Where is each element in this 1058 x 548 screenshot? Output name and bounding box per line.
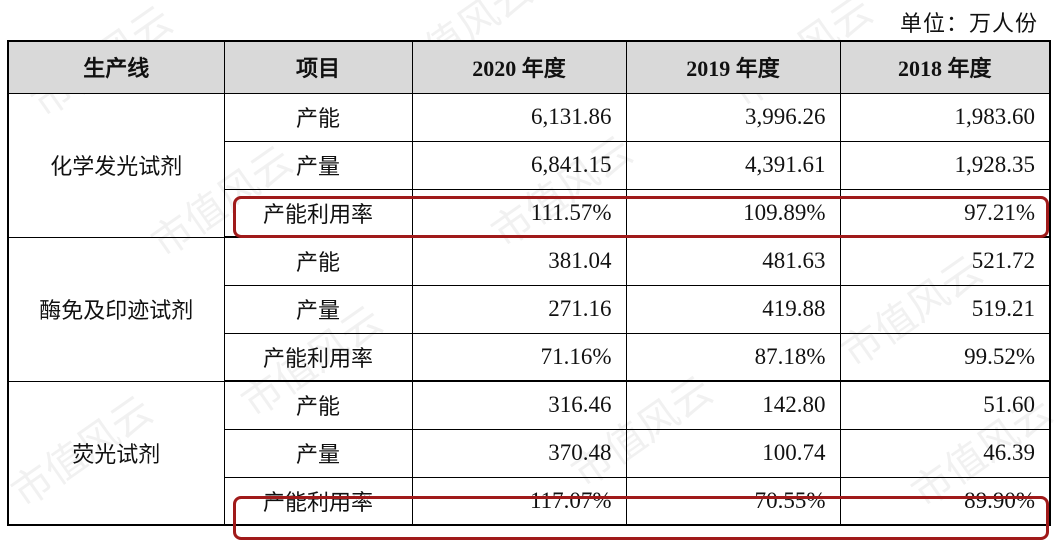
table-row: 产量 370.48 100.74 46.39	[8, 428, 1051, 478]
value-2018: 521.72	[839, 236, 1051, 286]
header-2018: 2018 年度	[839, 40, 1051, 94]
item-name: 产量	[223, 284, 413, 334]
value-2020: 370.48	[411, 428, 627, 478]
item-name: 产量	[223, 428, 413, 478]
item-name: 产能	[223, 236, 413, 286]
table-row: 荧光试剂 产能 316.46 142.80 51.60	[7, 380, 1051, 526]
header-line: 生产线	[7, 40, 225, 94]
value-2020: 71.16%	[411, 332, 627, 382]
value-2018: 97.21%	[839, 188, 1051, 238]
header-2020: 2020 年度	[411, 40, 627, 94]
value-2020: 271.16	[411, 284, 627, 334]
item-name: 产能利用率	[223, 188, 413, 238]
item-name: 产能利用率	[223, 476, 413, 526]
header-item: 项目	[223, 40, 413, 94]
value-2019: 142.80	[625, 380, 841, 430]
value-2018: 519.21	[839, 284, 1051, 334]
table-row: 酶免及印迹试剂 产能 381.04 481.63 521.72	[7, 236, 1051, 382]
value-2018: 1,983.60	[839, 92, 1051, 142]
line-name: 酶免及印迹试剂	[7, 236, 225, 382]
item-name: 产能利用率	[223, 332, 413, 382]
value-2018: 99.52%	[839, 332, 1051, 382]
value-2019: 70.55%	[625, 476, 841, 526]
item-name: 产能	[223, 92, 413, 142]
value-2019: 419.88	[625, 284, 841, 334]
value-2020: 6,841.15	[411, 140, 627, 190]
value-2020: 316.46	[411, 380, 627, 430]
value-2018: 51.60	[839, 380, 1051, 430]
value-2019: 3,996.26	[625, 92, 841, 142]
table-row: 产能利用率 117.07% 70.55% 89.90%	[8, 476, 1051, 526]
value-2019: 87.18%	[625, 332, 841, 382]
value-2019: 109.89%	[625, 188, 841, 238]
header-2019: 2019 年度	[625, 40, 841, 94]
value-2020: 6,131.86	[411, 92, 627, 142]
value-2018: 1,928.35	[839, 140, 1051, 190]
line-name: 荧光试剂	[7, 380, 225, 526]
item-name: 产量	[223, 140, 413, 190]
table-row: 化学发光试剂 产能 6,131.86 3,996.26 1,983.60	[7, 92, 1051, 238]
value-2018: 46.39	[839, 428, 1051, 478]
value-2020: 111.57%	[411, 188, 627, 238]
unit-label: 单位：万人份	[899, 12, 1038, 37]
value-2019: 100.74	[625, 428, 841, 478]
capacity-table: 生产线 项目 2020 年度 2019 年度 2018 年度 化学发光试剂 产能…	[7, 40, 1051, 526]
value-2020: 117.07%	[411, 476, 627, 526]
value-2019: 481.63	[625, 236, 841, 286]
line-name: 化学发光试剂	[7, 92, 225, 238]
value-2019: 4,391.61	[625, 140, 841, 190]
table-row: 产能利用率 71.16% 87.18% 99.52%	[8, 332, 1051, 382]
table-row: 产量 271.16 419.88 519.21	[8, 284, 1051, 334]
value-2018: 89.90%	[839, 476, 1051, 526]
header-row: 生产线 项目 2020 年度 2019 年度 2018 年度	[7, 40, 1051, 94]
item-name: 产能	[223, 380, 413, 430]
value-2020: 381.04	[411, 236, 627, 286]
